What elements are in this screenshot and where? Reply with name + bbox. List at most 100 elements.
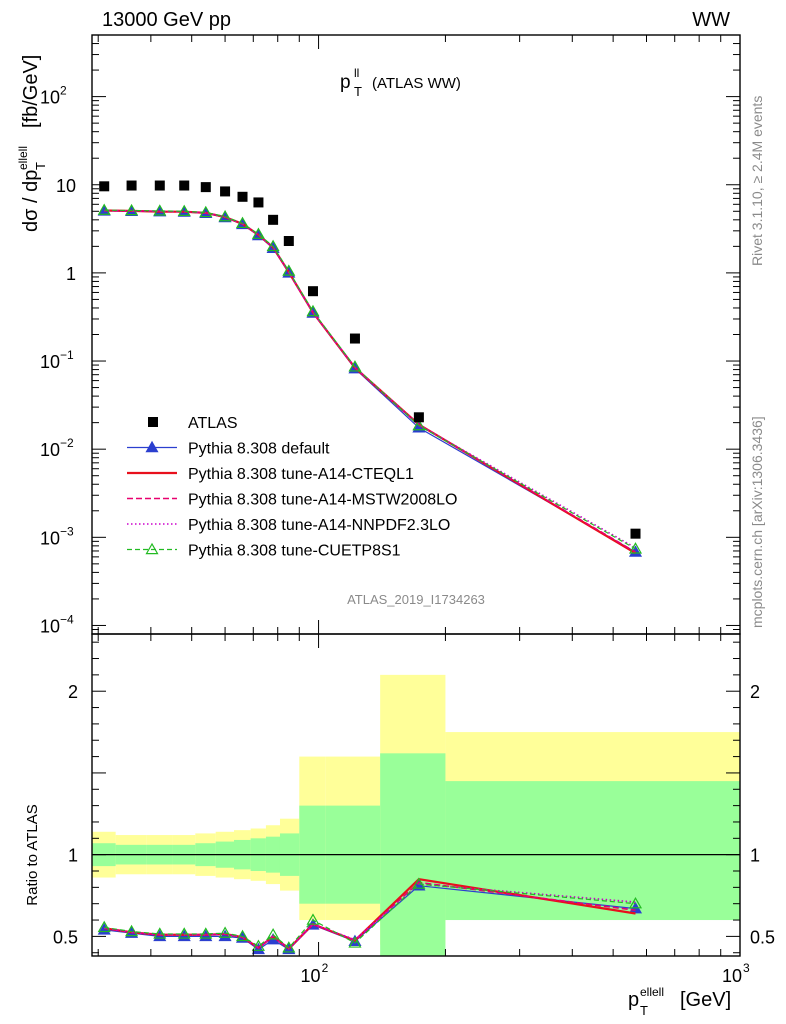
x-tick-exp: 3	[743, 961, 750, 975]
atlas-data-point	[307, 286, 318, 297]
ratio-tick-label-right: 2	[750, 682, 760, 702]
atlas-data-point	[413, 412, 424, 423]
y-axis-label-main: dσ / dp	[20, 170, 42, 232]
main-series-marker	[218, 209, 232, 222]
ratio-tick-label-left: 2	[68, 682, 78, 702]
ratio-series-marker	[306, 913, 320, 925]
legend-item: ATLAS	[148, 415, 238, 432]
y-tick-label: 10	[40, 528, 60, 548]
y-tick-label: 10	[40, 440, 60, 460]
ratio-series-marker	[218, 929, 232, 942]
plot-title-sup: ll	[354, 66, 359, 80]
ratio-series-marker	[199, 927, 213, 939]
legend-item: Pythia 8.308 tune-A14-CTEQL1	[127, 466, 414, 483]
legend-label: Pythia 8.308 tune-A14-CTEQL1	[188, 466, 414, 483]
legend-marker	[145, 542, 159, 555]
main-series-marker	[348, 360, 362, 372]
ratio-series-marker	[235, 929, 250, 942]
atlas-data-point	[253, 197, 264, 208]
main-series-marker	[282, 264, 296, 276]
ratio-bands	[92, 674, 740, 956]
atlas-data-point	[349, 333, 360, 344]
process-label: WW	[692, 9, 730, 31]
x-tick-label: 10	[301, 966, 321, 986]
x-tick-label: 10	[722, 966, 742, 986]
ratio-series-marker	[282, 941, 296, 953]
y-tick-label: 10	[40, 352, 60, 372]
y-tick-exp: −1	[60, 348, 74, 362]
x-axis-label-main: p	[628, 989, 639, 1011]
legend-item: Pythia 8.308 default	[127, 441, 330, 458]
main-series-marker	[628, 542, 643, 554]
main-series-marker	[306, 304, 320, 317]
ratio-series-marker	[348, 936, 362, 948]
ratio-series-marker	[218, 926, 232, 938]
analysis-id: ATLAS_2019_I1734263	[347, 592, 485, 607]
main-series-marker	[251, 227, 265, 239]
legend-marker	[148, 417, 158, 427]
y-tick-exp: −2	[60, 436, 74, 450]
plot-title-main: p	[340, 72, 351, 93]
ratio-tick-label-right: 0.5	[750, 927, 775, 947]
ratio-series-line	[104, 883, 636, 949]
legend: ATLAS Pythia 8.308 default Pythia 8.308 tu…	[127, 415, 457, 560]
main-series-marker	[412, 418, 426, 431]
legend-label: Pythia 8.308 default	[188, 441, 330, 458]
plot-title: p ll T (ATLAS WW)	[340, 66, 461, 99]
ratio-series-marker	[125, 924, 139, 937]
atlas-data-point	[237, 191, 248, 202]
rivet-label: Rivet 3.1.10, ≥ 2.4M events	[749, 96, 765, 266]
y-tick-label: 1	[66, 264, 76, 284]
ratio-series-marker	[153, 927, 167, 939]
ratio-panel-frame	[91, 633, 741, 957]
main-series-marker	[177, 204, 191, 217]
x-tick-exp: 2	[322, 961, 329, 975]
y-axis-label-unit: [fb/GeV]	[20, 55, 42, 128]
atlas-data-point	[154, 180, 165, 191]
y-tick-exp: 2	[60, 84, 67, 98]
atlas-data-point	[126, 180, 137, 191]
legend-label: Pythia 8.308 tune-A14-MSTW2008LO	[188, 492, 457, 509]
ratio-series-marker	[628, 896, 643, 909]
legend-label: Pythia 8.308 tune-CUETP8S1	[188, 543, 401, 560]
x-axis-label-sub: T	[640, 1003, 648, 1018]
ratio-axis-label: Ratio to ATLAS	[24, 804, 41, 905]
main-series-marker	[266, 239, 280, 252]
plot-title-suffix: (ATLAS WW)	[372, 75, 461, 92]
legend-item: Pythia 8.308 tune-A14-NNPDF2.3LO	[127, 517, 450, 534]
ratio-series	[97, 877, 643, 955]
y-tick-label: 10	[40, 616, 60, 636]
main-series-line	[104, 209, 636, 550]
main-series-marker	[97, 203, 111, 215]
y-tick-exp: −3	[60, 524, 74, 538]
plot-title-sub: T	[354, 84, 362, 99]
ratio-series-marker	[177, 927, 191, 939]
x-axis-label-unit: [GeV]	[680, 989, 731, 1011]
main-series-marker	[125, 203, 139, 216]
main-series-marker	[199, 205, 213, 218]
legend-label: Pythia 8.308 tune-A14-NNPDF2.3LO	[188, 517, 450, 534]
ratio-series-marker	[251, 939, 265, 951]
y-tick-exp: −4	[60, 612, 74, 626]
atlas-data-point	[283, 236, 294, 247]
atlas-data-point	[268, 214, 279, 225]
ratio-tick-label-left: 1	[68, 846, 78, 866]
ratio-tick-label-left: 0.5	[53, 927, 78, 947]
y-axis-label: dσ / dp T ellell [fb/GeV]	[16, 55, 48, 232]
main-series	[97, 180, 643, 557]
legend-item: Pythia 8.308 tune-A14-MSTW2008LO	[127, 492, 457, 509]
main-series-marker	[235, 216, 250, 229]
ratio-tick-label-right: 1	[750, 846, 760, 866]
ratio-series-marker	[266, 928, 280, 940]
green-band-bin	[445, 781, 740, 921]
atlas-data-point	[200, 182, 211, 193]
atlas-data-point	[220, 186, 231, 197]
mcplots-label: mcplots.cern.ch [arXiv:1306.3436]	[749, 416, 765, 628]
x-axis-label-sup: ellell	[640, 985, 664, 999]
legend-label: ATLAS	[188, 415, 238, 432]
atlas-data-point	[179, 180, 190, 191]
legend-marker	[145, 440, 159, 453]
x-axis-label: p T ellell [GeV]	[628, 985, 731, 1018]
